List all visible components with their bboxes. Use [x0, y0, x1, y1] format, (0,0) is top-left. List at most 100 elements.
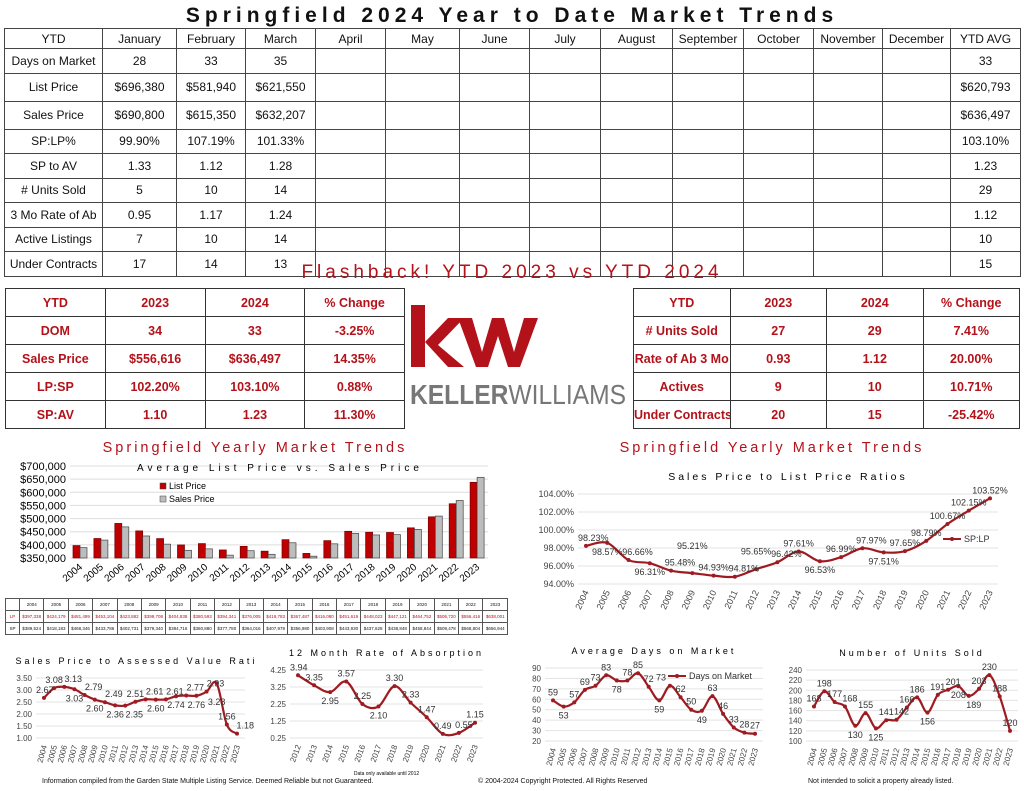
list-price-bar: [365, 531, 373, 559]
data-point: [842, 704, 847, 709]
list-price-bar: [177, 544, 185, 559]
table-cell: [813, 72, 883, 102]
table-cell: $377,780: [214, 622, 240, 635]
data-point: [113, 703, 118, 708]
x-tick-label: 2014: [786, 589, 804, 611]
y-tick-label: $450,000: [20, 527, 66, 539]
data-label: 103.52%: [972, 485, 1008, 495]
table-cell: [600, 251, 673, 277]
table-cell: $447,121: [384, 610, 411, 623]
y-tick-label: 1.25: [270, 717, 286, 726]
data-point: [456, 730, 461, 735]
data-point: [636, 671, 641, 676]
ytd-table: YTD January February March April May June July A…: [4, 28, 1021, 277]
table-row: Days on Market 28 33 35 33: [4, 48, 1021, 74]
table-cell: 2011: [189, 598, 216, 611]
table-cell: [813, 226, 883, 252]
legend-marker: [950, 537, 954, 541]
table-cell: 101.33%: [245, 128, 316, 154]
absorption-rate-chart: 12 Month Rate of Absorption 0.25 1.25 2.25 3…: [270, 648, 484, 777]
data-point: [235, 731, 239, 736]
data-label: 3.03: [66, 693, 84, 703]
data-label: 96.66%: [622, 547, 653, 557]
y-tick-label: 2.25: [270, 700, 286, 709]
data-label: 2.61: [166, 686, 184, 696]
column-header: June: [459, 28, 530, 49]
data-point: [360, 702, 365, 706]
data-label: 130: [848, 730, 863, 740]
table-cell: 0.93: [729, 344, 827, 373]
table-cell: 2005: [43, 598, 69, 611]
data-point: [988, 496, 992, 501]
table-cell: YTD: [633, 288, 731, 317]
data-label: 73: [591, 673, 601, 683]
row-label: SP to AV: [4, 153, 103, 179]
table-cell: [529, 251, 601, 277]
table-cell: [600, 100, 673, 130]
x-tick-label: 2019: [401, 743, 416, 763]
data-point: [473, 720, 477, 725]
table-cell: [315, 48, 386, 74]
table-cell: [459, 202, 530, 228]
table-cell: $438,848: [384, 622, 411, 635]
table-cell: [882, 177, 951, 203]
list-price-bar: [469, 481, 478, 559]
row-label: List Price: [4, 72, 103, 102]
table-cell: 7.41%: [922, 316, 1020, 345]
table-cell: 7: [102, 226, 177, 252]
table-cell: [529, 202, 601, 228]
data-point: [312, 683, 317, 688]
data-label: 1.56: [218, 712, 236, 722]
x-tick-label: 2016: [828, 589, 846, 611]
data-point: [956, 684, 961, 689]
table-cell: [600, 153, 673, 179]
table-cell: [459, 128, 530, 154]
sales-price-bar: [372, 534, 380, 559]
data-point: [328, 690, 333, 695]
y-tick-label: 3.50: [16, 674, 32, 683]
list-price-bar: [302, 553, 311, 559]
table-cell: 14.35%: [304, 344, 405, 373]
table-cell: [743, 72, 814, 102]
data-label: 3.35: [305, 672, 323, 682]
y-tick-label: $500,000: [20, 514, 66, 526]
sales-price-bar: [163, 543, 171, 559]
x-tick-label: 2005: [82, 562, 106, 585]
table-cell: 2012: [214, 598, 240, 611]
sales-price-bar: [205, 548, 213, 559]
data-point: [678, 695, 683, 700]
row-label: Sales Price: [4, 100, 103, 130]
data-point: [62, 684, 67, 689]
y-tick-label: 50: [532, 706, 541, 715]
table-cell: [385, 153, 460, 179]
data-label: 203: [972, 676, 987, 686]
table-cell: [743, 48, 814, 74]
table-row: Rate of Ab 3 Mo 0.93 1.12 20.00%: [633, 344, 1020, 373]
chart-note: Data only available until 2012: [354, 771, 420, 777]
table-cell: [459, 153, 530, 179]
table-cell: [459, 251, 530, 277]
table-cell: 2008: [116, 598, 142, 611]
x-tick-label: 2017: [333, 562, 357, 585]
data-label: 2.33: [402, 690, 420, 700]
table-cell: [529, 153, 601, 179]
table-cell: [882, 72, 951, 102]
flashback-table-right: YTD 2023 2024% Change # Units Sold 27 29 7.41%…: [633, 288, 1020, 429]
data-label: 2.60: [147, 704, 165, 714]
table-row: Sales Price $556,616 $636,497 14.35%: [5, 344, 405, 373]
data-label: 69: [580, 677, 590, 687]
data-point: [860, 546, 865, 551]
table-cell: [385, 177, 460, 203]
data-label: 1.15: [466, 710, 484, 720]
table-cell: $451,619: [336, 610, 362, 623]
data-point: [551, 698, 555, 703]
data-label: 156: [920, 717, 935, 727]
x-tick-label: 2012: [743, 589, 761, 611]
data-point: [344, 679, 349, 684]
chart-title: Average List Price vs. Sales Price: [137, 463, 423, 474]
data-label: 188: [992, 683, 1007, 693]
data-point: [174, 694, 179, 699]
data-point: [881, 550, 886, 555]
table-cell: [813, 177, 883, 203]
data-point: [296, 673, 300, 678]
